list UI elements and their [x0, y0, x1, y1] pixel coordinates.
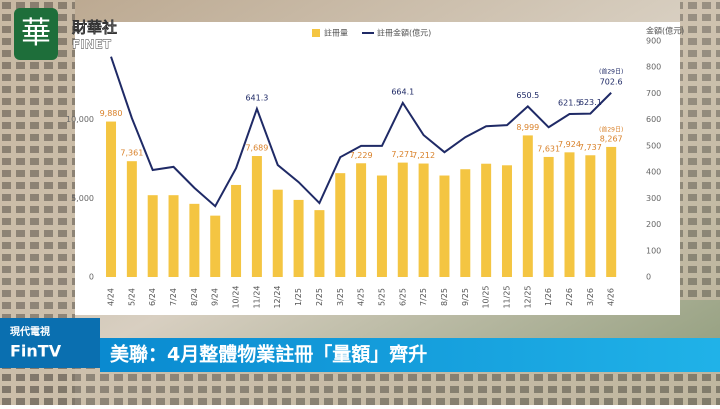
bar: [564, 152, 575, 277]
x-tick-label: 11/24: [252, 285, 261, 308]
x-tick-label: 3/26: [586, 288, 595, 306]
bar: [501, 165, 512, 277]
x-tick-label: 1/25: [294, 288, 303, 306]
y2-tick-label: 300: [646, 194, 661, 203]
y2-tick-label: 500: [646, 141, 661, 150]
bar: [585, 155, 596, 277]
bar: [147, 195, 158, 277]
bar-value-label: 7,361: [120, 149, 143, 158]
x-tick-label: 4/24: [107, 288, 116, 306]
y2-tick-label: 800: [646, 63, 661, 72]
x-tick-label: 10/24: [232, 285, 241, 308]
x-tick-label: 9/25: [461, 288, 470, 306]
annotation: (首29日): [599, 67, 623, 75]
bar: [543, 156, 554, 277]
bar: [314, 210, 325, 277]
bar: [126, 161, 137, 277]
bar: [481, 163, 492, 277]
line: [110, 56, 612, 208]
y2-tick-label: 0: [646, 273, 651, 282]
x-tick-label: 5/25: [377, 288, 386, 306]
brand-name: 財華社: [71, 19, 117, 37]
y2-tick-label: 700: [646, 89, 661, 98]
building: [680, 0, 720, 300]
x-tick-label: 8/25: [440, 288, 449, 306]
x-tick-label: 11/25: [502, 285, 511, 308]
logo-char: 華: [21, 16, 51, 51]
bar-value-label: 8,267: [600, 134, 623, 143]
bar: [439, 175, 450, 277]
x-tick-label: 2/26: [565, 288, 574, 306]
bar: [606, 146, 617, 277]
bar: [168, 195, 179, 277]
headline: 美聯：4月整體物業註冊「量額」齊升: [110, 343, 427, 366]
bar: [418, 163, 429, 277]
x-tick-label: 6/25: [398, 288, 407, 306]
y2-tick-label: 100: [646, 246, 661, 255]
bar: [376, 175, 387, 277]
bar: [251, 156, 262, 277]
x-tick-label: 3/25: [336, 288, 345, 306]
bar-value-label: 8,999: [516, 123, 539, 132]
bar: [397, 162, 408, 277]
y-tick-label: 10,000: [66, 115, 94, 124]
x-tick-label: 7/25: [419, 288, 428, 306]
x-tick-label: 2/25: [315, 288, 324, 306]
y2-tick-label: 600: [646, 115, 661, 124]
tv-logo: FinTV: [10, 342, 62, 361]
bar: [335, 173, 346, 277]
bar-value-label: 7,212: [412, 151, 435, 160]
y2-tick-label: 200: [646, 220, 661, 229]
x-tick-label: 12/25: [523, 285, 532, 308]
legend-swatch: [312, 29, 320, 37]
logo: [14, 8, 58, 60]
legend-label: 註冊金額(億元): [377, 28, 431, 38]
bar: [210, 215, 221, 277]
legend-label: 註冊量: [324, 28, 348, 38]
bar-value-label: 7,689: [245, 144, 268, 153]
tv-name: 現代電視: [10, 325, 50, 338]
bar: [272, 189, 283, 277]
bar: [293, 199, 304, 277]
bar-value-label: 7,737: [579, 143, 602, 152]
annotation: (首29日): [599, 125, 623, 133]
x-tick-label: 1/26: [544, 288, 553, 306]
bar: [106, 121, 117, 278]
headline-bar: [100, 338, 720, 372]
x-tick-label: 5/24: [127, 288, 136, 306]
bar-value-label: 7,271: [391, 150, 414, 159]
line-value-label: 621.5: [558, 99, 581, 108]
y2-tick-label: 900: [646, 37, 661, 46]
bar: [460, 169, 471, 277]
brand-name-en: FINET: [72, 38, 112, 52]
x-tick-label: 10/25: [482, 285, 491, 308]
line-value-label: 623.1: [579, 98, 602, 107]
line-value-label: 650.5: [516, 91, 539, 100]
chart: 0 5,000 10,000 0 100 200 300 400 500 600 700 800 900…: [66, 26, 684, 309]
x-tick-label: 6/24: [148, 288, 157, 306]
x-tick-label: 8/24: [190, 288, 199, 306]
x-tick-label: 9/24: [211, 288, 220, 306]
tv-logo-box: [0, 318, 100, 368]
bar: [189, 203, 200, 277]
y2-title: 金額(億元): [646, 26, 684, 36]
line-value-label: 641.3: [245, 93, 268, 102]
bar: [356, 163, 367, 277]
y2-tick-label: 400: [646, 168, 661, 177]
y-tick-label: 5,000: [71, 194, 94, 203]
bar-value-label: 9,880: [100, 109, 123, 118]
bar: [522, 135, 533, 277]
bar-value-label: 7,631: [537, 144, 560, 153]
x-tick-label: 4/25: [357, 288, 366, 306]
x-tick-label: 4/26: [607, 288, 616, 306]
x-tick-label: 7/24: [169, 288, 178, 306]
line-value-label: 702.6: [600, 77, 623, 86]
y-tick-label: 0: [89, 273, 94, 282]
bar-value-label: 7,229: [350, 151, 373, 160]
bar-value-label: 7,924: [558, 140, 581, 149]
bar: [231, 184, 242, 277]
x-tick-label: 12/24: [273, 285, 282, 308]
line-value-label: 664.1: [391, 87, 414, 96]
